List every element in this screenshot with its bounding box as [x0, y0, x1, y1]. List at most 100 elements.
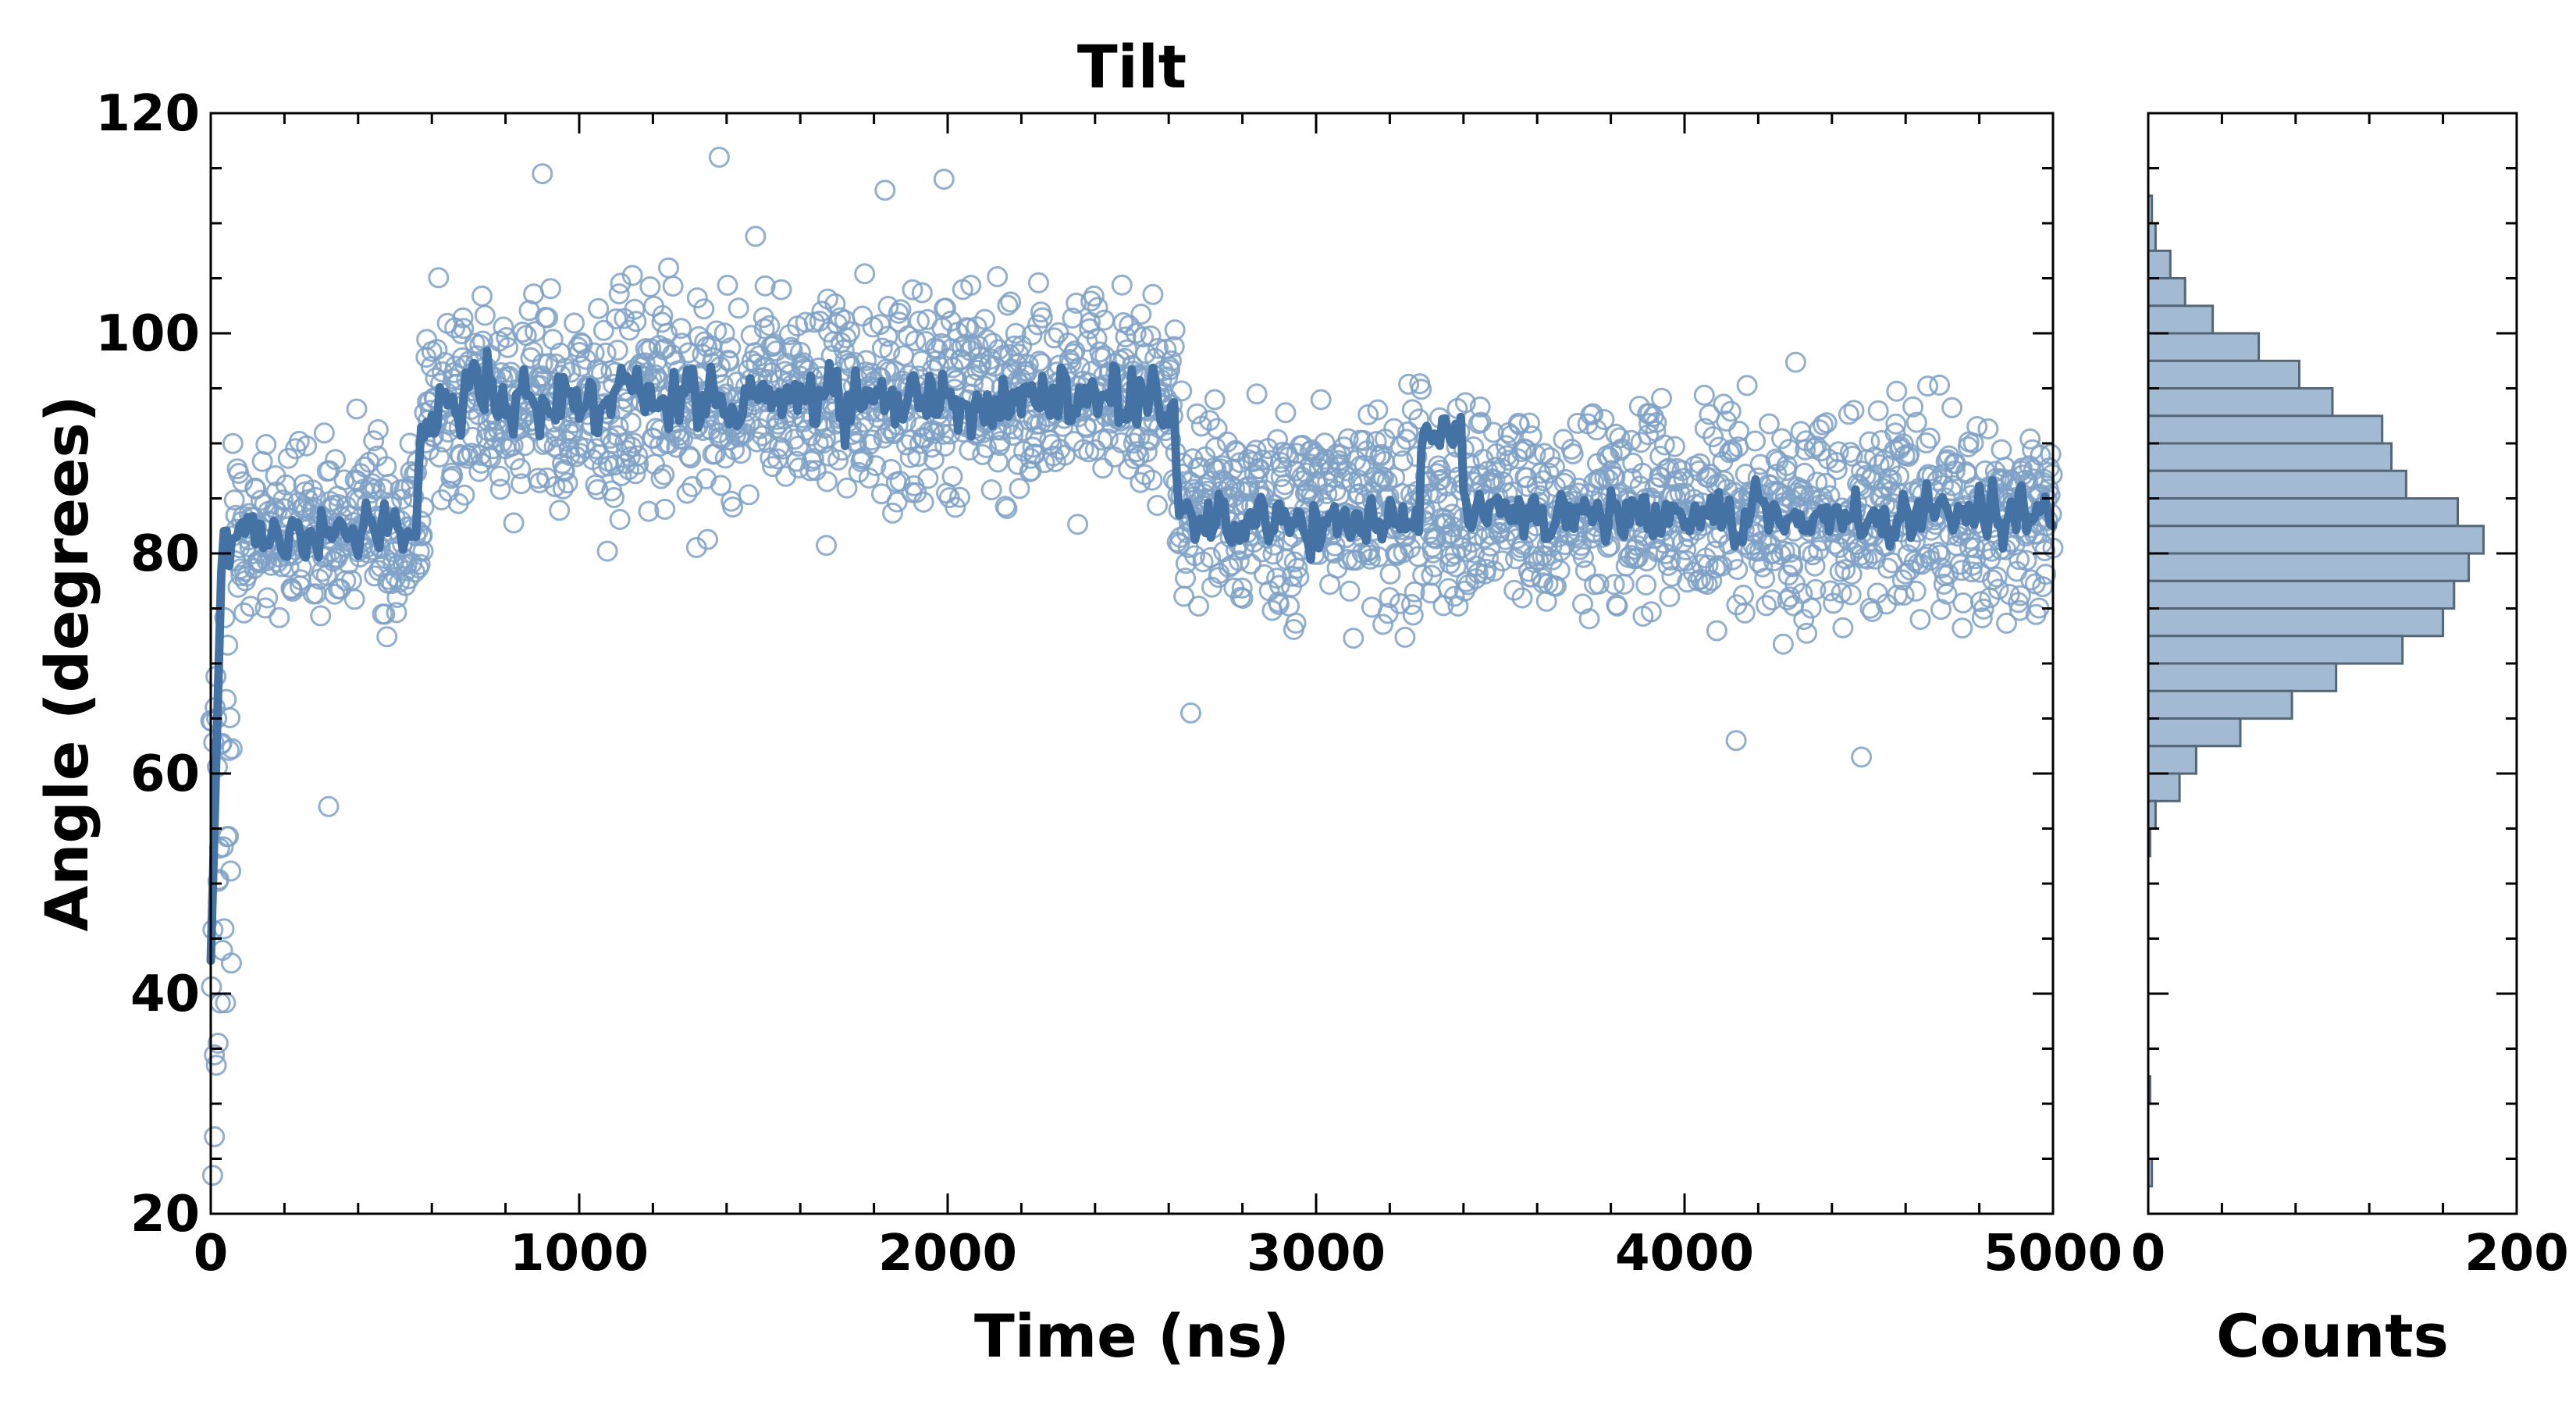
scatter-point [233, 602, 254, 624]
scatter-point [671, 318, 692, 340]
x-tick-label: 5000 [1984, 1225, 2122, 1282]
scatter-point [1347, 469, 1369, 491]
scatter-point [1323, 542, 1345, 564]
scatter-point [1445, 556, 1467, 578]
scatter-point [607, 340, 628, 361]
scatter-point [1952, 592, 1974, 614]
scatter-point [1754, 567, 1776, 589]
scatter-point [1711, 555, 1733, 577]
scatter-point [1097, 428, 1119, 450]
scatter-point [1210, 458, 1232, 480]
scatter-point [255, 434, 277, 455]
scatter-point [2020, 569, 2042, 591]
scatter-point [1966, 416, 1988, 437]
scatter-point [1582, 403, 1604, 425]
scatter-point [493, 316, 514, 338]
scatter-point [452, 307, 474, 329]
scatter-point [1784, 351, 1806, 373]
scatter-point [525, 321, 546, 343]
histogram-bar [2147, 469, 2407, 500]
scatter-point [1492, 550, 1513, 572]
scatter-point [1736, 375, 1758, 397]
y-tick-label: 80 [130, 525, 200, 583]
scatter-point [1228, 550, 1250, 571]
scatter-point [814, 418, 836, 439]
scatter-point [1503, 579, 1525, 601]
scatter-point [1288, 566, 1310, 588]
scatter-point [1720, 400, 1742, 422]
scatter-point [935, 297, 956, 319]
scatter-point [788, 457, 810, 478]
scatter-point [627, 445, 649, 467]
scatter-point [564, 312, 585, 334]
scatter-point [212, 940, 233, 961]
scatter-point [625, 311, 647, 333]
scatter-point [1653, 434, 1675, 456]
scatter-point [1141, 469, 1163, 491]
scatter-point [997, 294, 1019, 316]
scatter-point [934, 435, 956, 457]
scatter-point [803, 448, 824, 470]
scatter-point [1644, 477, 1666, 499]
scatter-point [512, 322, 533, 343]
x-tick-label: 2000 [878, 1225, 1017, 1282]
scatter-point [1933, 573, 1955, 595]
scatter-point [1171, 380, 1193, 402]
scatter-point [1745, 430, 1766, 452]
scatter-point [365, 478, 386, 500]
scatter-point [1727, 559, 1749, 580]
scatter-point [587, 478, 609, 500]
scatter-point [432, 361, 453, 382]
scatter-point [401, 553, 423, 574]
scatter-point [1961, 561, 1983, 583]
scatter-point [204, 1126, 226, 1147]
scatter-point [429, 446, 450, 468]
scatter-point [236, 565, 258, 587]
scatter-point [1539, 446, 1561, 468]
scatter-point [1231, 577, 1253, 599]
scatter-point [537, 307, 559, 329]
scatter-point [1771, 428, 1792, 450]
scatter-point [745, 226, 767, 247]
scatter-point [1776, 455, 1798, 476]
scatter-point [989, 431, 1011, 453]
scatter-point [653, 464, 675, 486]
scatter-point [1339, 580, 1361, 602]
scatter-point [790, 341, 811, 363]
y-tick-label: 20 [130, 1186, 200, 1243]
scatter-point [917, 468, 939, 489]
scatter-point [890, 299, 912, 321]
scatter-point [1805, 578, 1827, 600]
scatter-point [1942, 475, 1964, 496]
scatter-point [836, 477, 858, 499]
scatter-point [1838, 404, 1859, 425]
scatter-point [1572, 546, 1594, 568]
scatter-point [980, 479, 1002, 500]
scatter-point [1365, 431, 1387, 453]
scatter-point [592, 319, 614, 341]
scatter-point [610, 272, 632, 294]
scatter-point [1262, 543, 1284, 565]
scatter-point [839, 321, 861, 343]
scatter-point [1756, 595, 1777, 617]
scatter-point [442, 465, 464, 487]
scatter-point [539, 278, 561, 300]
scatter-points [200, 146, 2064, 1186]
scatter-point [1859, 431, 1880, 453]
scatter-point [1856, 548, 1878, 570]
scatter-point [1841, 564, 1863, 585]
scatter-point [1640, 601, 1662, 623]
scatter-point [889, 471, 911, 492]
histogram-bar [2147, 772, 2181, 802]
scatter-point [1189, 457, 1211, 478]
scatter-point [1898, 443, 1920, 464]
scatter-point [1758, 413, 1780, 435]
scatter-point [816, 535, 838, 557]
scatter-point [639, 276, 661, 297]
scatter-point [376, 626, 398, 648]
scatter-point [1187, 403, 1208, 425]
scatter-point [945, 496, 966, 518]
scatter-point [272, 489, 294, 511]
scatter-point [1831, 582, 1852, 604]
scatter-point [1716, 410, 1738, 432]
